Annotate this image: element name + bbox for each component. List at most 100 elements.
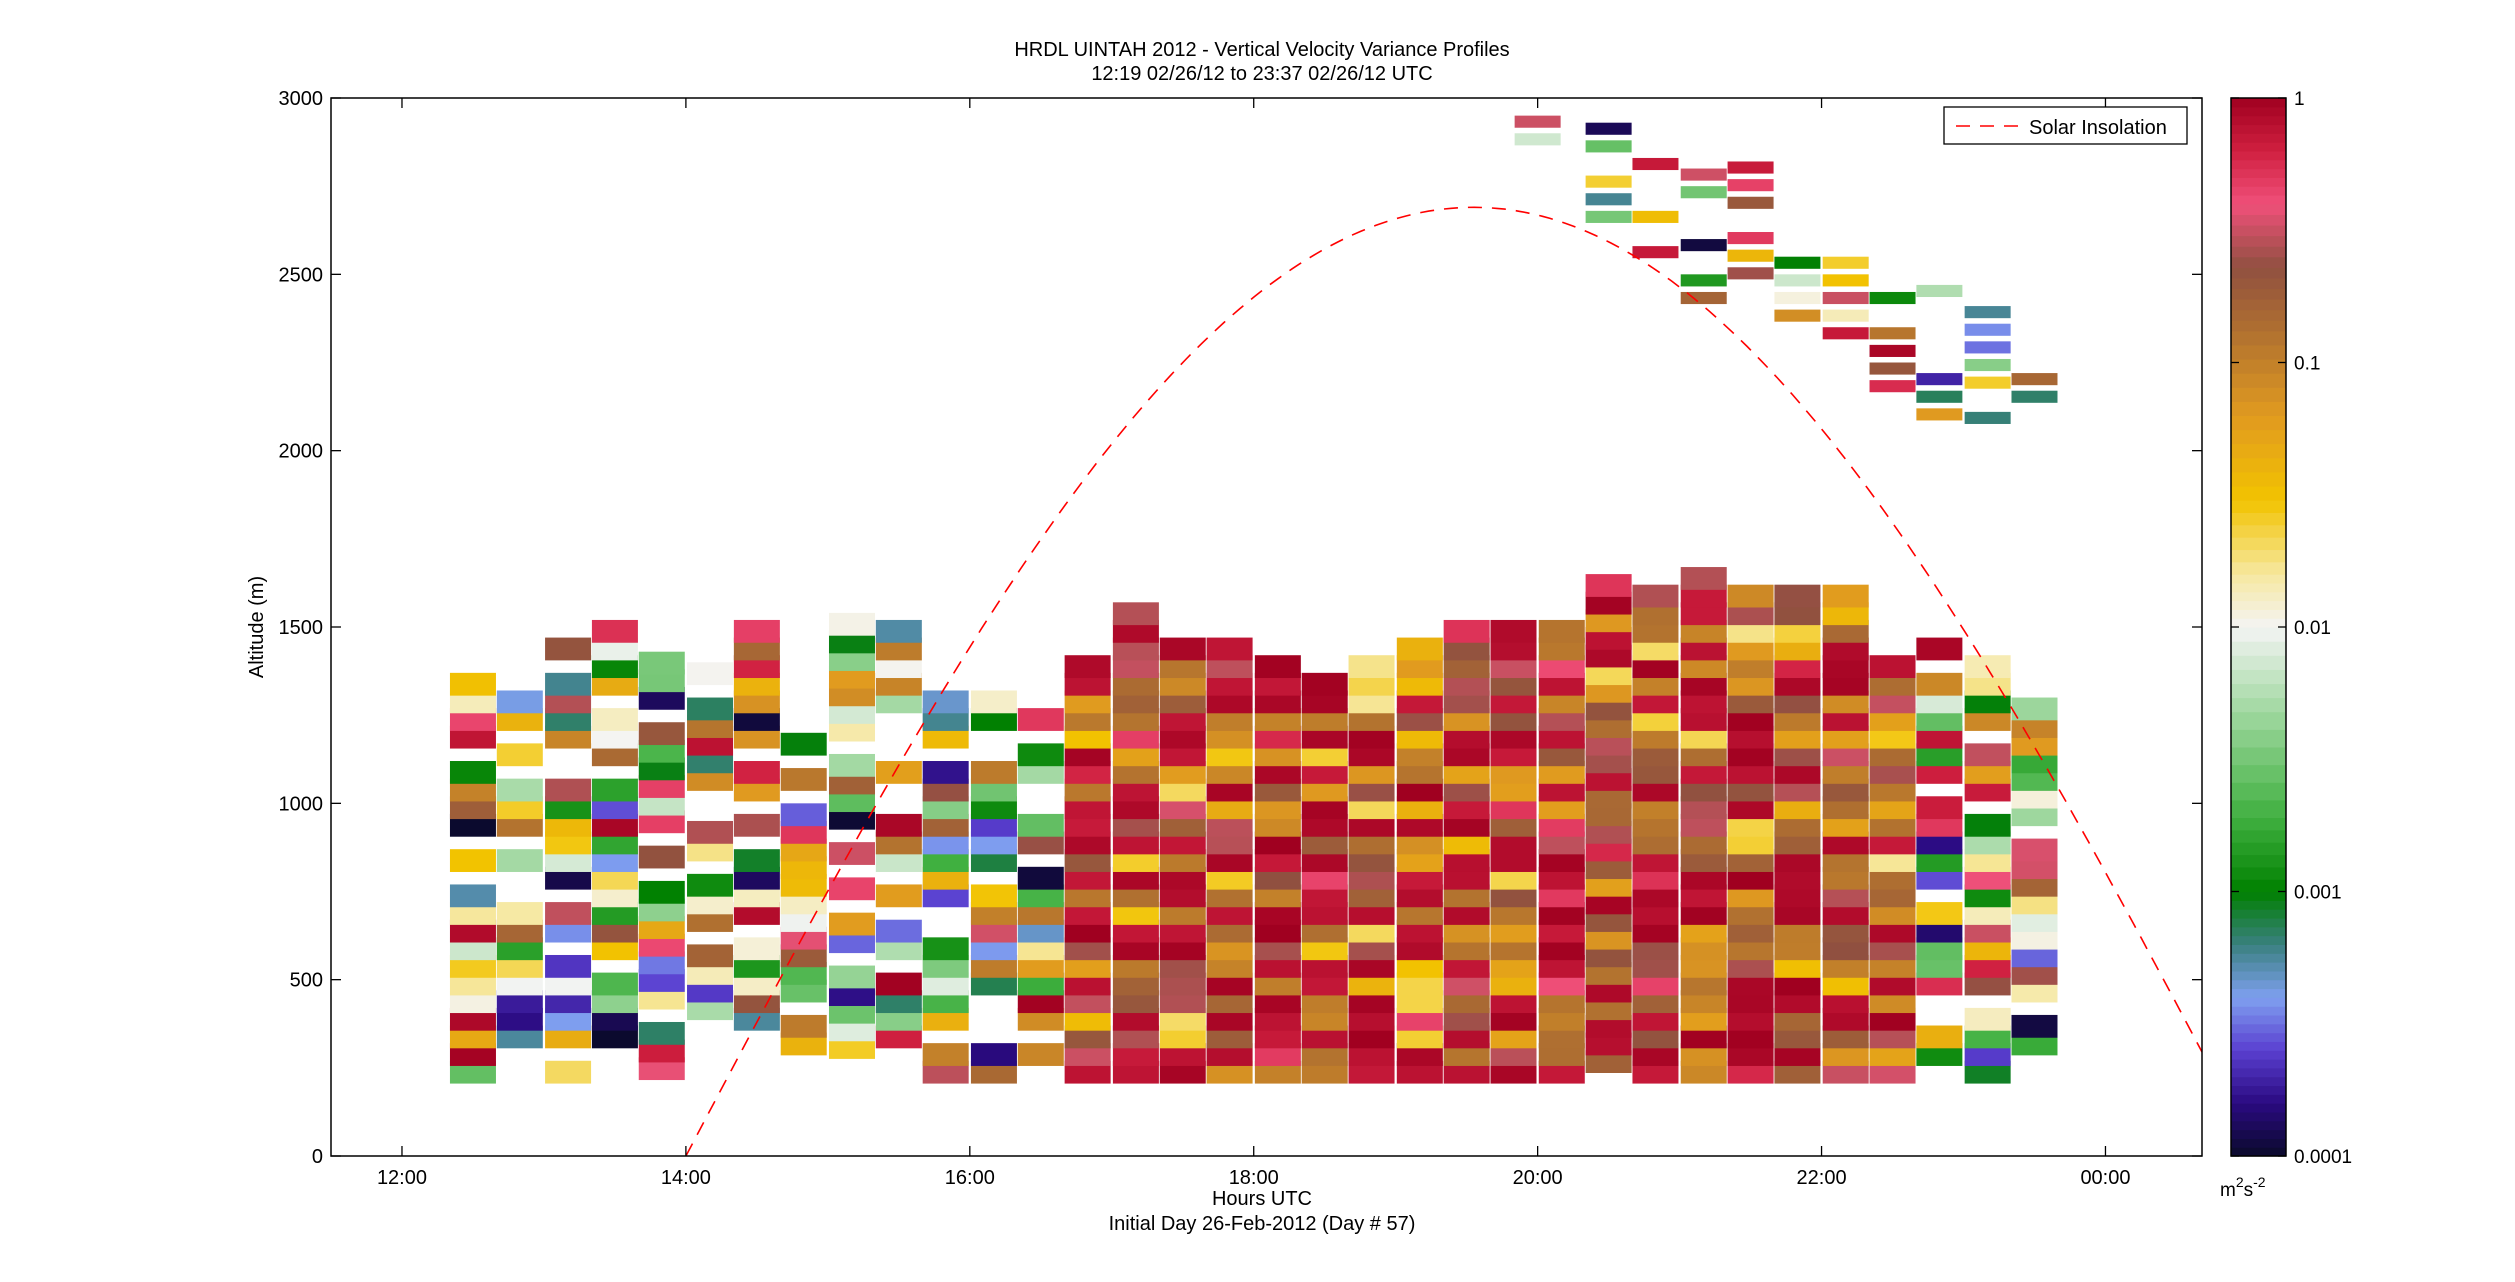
variance-cell — [1348, 884, 1395, 908]
colorbar-band — [2231, 817, 2286, 831]
variance-cell-upper — [1727, 232, 1774, 245]
variance-cell — [1869, 972, 1916, 996]
variance-cell — [828, 753, 875, 777]
colorbar-band — [2231, 1147, 2286, 1157]
variance-cell — [2011, 697, 2058, 721]
variance-cell — [1254, 902, 1301, 925]
variance-cell — [1632, 937, 1679, 961]
variance-cell — [1585, 591, 1632, 615]
variance-cell — [1964, 690, 2011, 714]
variance-cell — [1490, 831, 1537, 855]
variance-cell — [1538, 637, 1585, 661]
variance-cell — [1538, 1007, 1585, 1031]
variance-cell-upper — [1585, 193, 1632, 206]
variance-cell — [1490, 672, 1537, 696]
variance-cell — [591, 672, 638, 696]
variance-cell — [496, 937, 543, 961]
variance-cell-upper — [2011, 373, 2058, 386]
variance-cell — [1538, 1043, 1585, 1066]
variance-cell — [638, 951, 685, 975]
variance-cell — [545, 990, 592, 1014]
variance-cell — [638, 722, 685, 746]
colorbar-band — [2231, 1041, 2286, 1051]
variance-cell — [1254, 1043, 1301, 1066]
variance-cell — [1301, 813, 1348, 837]
variance-cell — [545, 1007, 592, 1031]
variance-cell — [1254, 1060, 1301, 1084]
variance-cell-upper — [1585, 175, 1632, 188]
variance-cell — [1774, 708, 1821, 731]
variance-cell — [1822, 725, 1869, 749]
variance-cell — [1254, 866, 1301, 890]
variance-cell — [1490, 1025, 1537, 1049]
variance-cell — [1159, 884, 1206, 908]
variance-cell-upper — [1774, 309, 1821, 322]
variance-cell — [591, 708, 638, 731]
variance-cell — [1443, 761, 1490, 784]
variance-cell — [1396, 902, 1443, 925]
variance-cell — [1490, 690, 1537, 714]
variance-cell — [1112, 708, 1159, 731]
colorbar-band — [2231, 235, 2286, 247]
variance-cell — [1301, 708, 1348, 731]
variance-cell — [449, 761, 496, 784]
variance-cell — [875, 619, 922, 643]
variance-cell — [591, 1007, 638, 1031]
colorbar-band — [2231, 1103, 2286, 1113]
variance-cell — [687, 873, 734, 897]
variance-cell — [1632, 831, 1679, 855]
variance-cell-upper — [1585, 140, 1632, 153]
variance-cell — [733, 761, 780, 784]
variance-cell — [1348, 761, 1395, 784]
variance-cell — [1490, 813, 1537, 837]
variance-cell — [1585, 926, 1632, 950]
variance-cell — [1490, 778, 1537, 802]
colorbar-band — [2231, 655, 2286, 670]
variance-cell — [1017, 813, 1064, 837]
variance-cell — [1822, 919, 1869, 943]
variance-cell — [1396, 778, 1443, 802]
colorbar-band — [2231, 224, 2286, 237]
variance-cell — [1206, 1025, 1253, 1049]
x-tick-label: 16:00 — [945, 1167, 995, 1189]
colorbar-band — [2231, 358, 2286, 374]
variance-cell — [1017, 937, 1064, 961]
variance-cell — [1916, 919, 1963, 943]
x-tick-label: 22:00 — [1797, 1167, 1847, 1189]
colorbar-unit: m2s-2 — [2220, 1174, 2266, 1201]
variance-cell — [1774, 813, 1821, 837]
variance-cell — [970, 954, 1017, 978]
legend-label-solar: Solar Insolation — [2029, 117, 2167, 139]
variance-cell — [1869, 761, 1916, 784]
variance-cell — [1254, 972, 1301, 996]
variance-cell — [1964, 708, 2011, 731]
variance-cell — [1254, 884, 1301, 908]
variance-cell — [1254, 990, 1301, 1014]
variance-cell — [1774, 743, 1821, 767]
variance-cell — [1064, 690, 1111, 714]
variance-cell — [1159, 1060, 1206, 1084]
variance-cell — [1916, 972, 1963, 996]
variance-cell — [1064, 725, 1111, 749]
variance-cell — [1964, 655, 2011, 679]
variance-cell — [1632, 637, 1679, 661]
variance-cell — [545, 1060, 592, 1084]
variance-cell — [1964, 919, 2011, 943]
variance-cell — [1585, 732, 1632, 756]
solar-insolation-line — [685, 206, 2202, 1156]
variance-cell — [449, 1007, 496, 1031]
colorbar-band — [2231, 935, 2286, 945]
x-tick-label: 00:00 — [2080, 1167, 2130, 1189]
variance-cell — [1490, 954, 1537, 978]
variance-cell — [1396, 1025, 1443, 1049]
variance-cell — [1206, 708, 1253, 731]
variance-cell — [1869, 778, 1916, 802]
variance-cell — [1206, 972, 1253, 996]
variance-cell — [1159, 796, 1206, 820]
variance-cell — [1538, 796, 1585, 820]
x-tick-label: 14:00 — [661, 1167, 711, 1189]
variance-cell — [591, 813, 638, 837]
variance-cell — [1774, 972, 1821, 996]
variance-cell — [545, 690, 592, 714]
variance-cell — [496, 990, 543, 1014]
